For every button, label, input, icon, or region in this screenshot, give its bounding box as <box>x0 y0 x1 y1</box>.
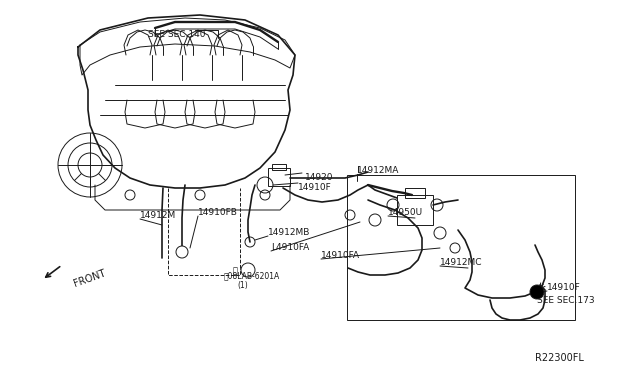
Text: 14910F: 14910F <box>547 283 580 292</box>
Text: L4910FA: L4910FA <box>271 243 309 252</box>
Text: 14910F: 14910F <box>298 183 332 192</box>
Text: 14950U: 14950U <box>388 208 423 217</box>
Text: (1): (1) <box>237 281 248 290</box>
Text: 14912MB: 14912MB <box>268 228 310 237</box>
Bar <box>272 164 286 170</box>
Text: Ⓑ08LAB-6201A: Ⓑ08LAB-6201A <box>224 271 280 280</box>
Text: 14910FB: 14910FB <box>198 208 238 217</box>
Bar <box>405 188 425 198</box>
Bar <box>347 175 575 320</box>
Text: 14912M: 14912M <box>140 211 176 220</box>
Text: Ⓑ: Ⓑ <box>233 266 238 276</box>
Text: SEE SEC.173: SEE SEC.173 <box>537 296 595 305</box>
Text: 14912MA: 14912MA <box>357 166 399 175</box>
Text: 14912MC: 14912MC <box>440 258 483 267</box>
Bar <box>397 195 433 225</box>
Text: 14910FA: 14910FA <box>321 251 360 260</box>
Text: 14920: 14920 <box>305 173 333 182</box>
Text: FRONT: FRONT <box>72 268 107 289</box>
Text: R22300FL: R22300FL <box>535 353 584 363</box>
Circle shape <box>530 285 544 299</box>
Text: SEE SEC.140: SEE SEC.140 <box>148 30 205 39</box>
Bar <box>268 168 290 186</box>
Circle shape <box>176 246 188 258</box>
